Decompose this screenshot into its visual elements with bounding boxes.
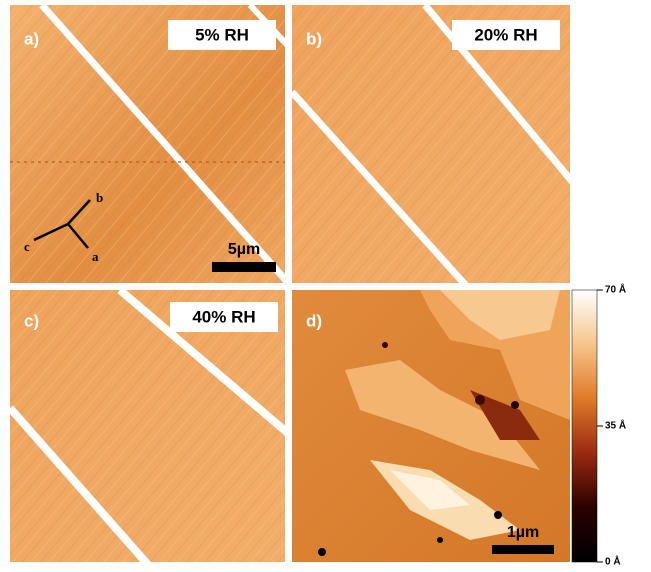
axis-label: b [96,190,103,205]
condition: 40% RH [192,307,255,326]
page: {"panels":[{"label":"a)","condition":"5%… [0,0,651,567]
figure: a) 5% RH b c a 5µm b) 20% RH c) 40% RH d… [0,0,651,567]
scale-bar [212,262,276,272]
panel-label: a) [24,29,39,48]
axis-label: a [92,249,99,264]
colorbar [572,290,597,562]
colorbar-ticks: 0 Å 35 Å 70 Å [597,283,626,567]
condition: 20% RH [474,25,537,44]
scale-bar-label: 1µm [507,524,539,541]
axis-label: c [24,239,30,254]
colorbar-tick-label: 0 Å [605,555,621,567]
panel-d-image [292,290,570,562]
condition: 5% RH [195,25,249,44]
panel-label: b) [306,29,322,48]
scale-bar [492,545,554,554]
panel-label: c) [24,311,39,330]
colorbar-tick-label: 70 Å [605,283,626,296]
colorbar-tick-label: 35 Å [605,419,626,432]
panel-label: d) [306,311,322,330]
scale-bar-label: 5µm [228,241,260,258]
